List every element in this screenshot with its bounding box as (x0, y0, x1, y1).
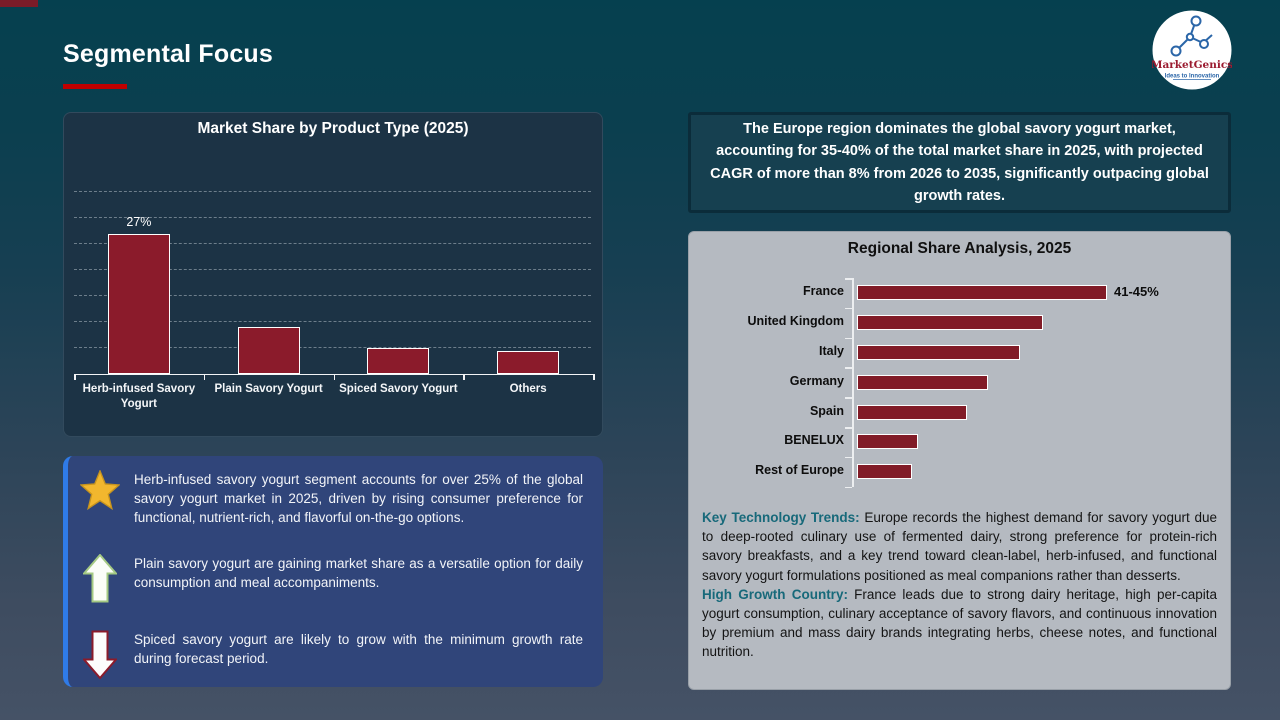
logo-tagline-text: Ideas to Innovation (1165, 74, 1220, 80)
product-type-chart-panel: Market Share by Product Type (2025) 27% H… (63, 112, 603, 437)
trends-text-block: Key Technology Trends: Europe records th… (702, 508, 1217, 662)
trend-label: Key Technology Trends: (702, 510, 860, 525)
y-axis-tick (845, 337, 852, 340)
insights-box: Herb-infused savory yogurt segment accou… (63, 456, 603, 687)
star-icon (80, 470, 120, 511)
trend-paragraph: Key Technology Trends: Europe records th… (702, 508, 1217, 585)
bar-France (857, 285, 1107, 301)
logo-graphic: MarketGenics Ideas to Innovation (1151, 10, 1233, 90)
bar-data-label: 41-45% (1114, 284, 1159, 300)
x-axis-label: Plain Savory Yogurt (214, 383, 323, 395)
page-title: Segmental Focus (63, 40, 273, 68)
europe-callout-box: The Europe region dominates the global s… (688, 112, 1231, 213)
y-axis-tick (845, 278, 852, 280)
x-axis-label: Spiced Savory Yogurt (339, 383, 458, 395)
insight-row: Plain savory yogurt are gaining market s… (80, 554, 583, 603)
bar-Germany (857, 374, 988, 390)
x-axis-label: Others (509, 383, 547, 395)
bar-Plain Savory Yogurt (237, 327, 300, 374)
y-axis-tick (845, 367, 852, 369)
x-axis-label: Herb-infused Savory Yogurt (82, 383, 196, 410)
category-label: BENELUX (784, 433, 844, 448)
product-type-chart-plot: 27% Herb-infused Savory Yogurt Plain Savor… (74, 146, 595, 410)
y-axis-line (852, 278, 854, 487)
arrow-up-icon (80, 554, 120, 603)
regional-analysis-panel: Regional Share Analysis, 2025 France 41-4… (688, 231, 1231, 690)
bar-data-label: 27% (126, 214, 152, 229)
europe-callout-text: The Europe region dominates the global s… (710, 121, 1209, 204)
bar-Spain (857, 404, 968, 420)
chart-title: Regional Share Analysis, 2025 (847, 240, 1072, 257)
molecule-icon (1170, 15, 1213, 57)
chart-title: Market Share by Product Type (2025) (197, 120, 469, 137)
gridline (74, 269, 591, 270)
trend-paragraph: High Growth Country: France leads due to… (702, 585, 1217, 662)
bar-United Kingdom (857, 315, 1044, 331)
bar-Rest of Europe (857, 464, 913, 480)
category-label: France (803, 284, 844, 299)
x-axis-tick (333, 374, 335, 380)
bar-Italy (857, 345, 1020, 360)
y-axis-tick (845, 307, 852, 310)
corner-accent-bar (0, 0, 38, 7)
bar-Herb-infused Savory Yogurt (107, 233, 170, 374)
y-axis-tick (845, 427, 852, 429)
y-axis-tick (845, 486, 852, 489)
gridline (74, 191, 591, 192)
trend-body: Europe records the highest demand for sa… (702, 510, 1218, 583)
y-axis-tick (845, 397, 852, 399)
bar-BENELUX (857, 434, 919, 450)
insight-text: Herb-infused savory yogurt segment accou… (134, 472, 583, 525)
category-label: Spain (809, 403, 844, 418)
category-label: Germany (789, 373, 844, 388)
trend-label: High Growth Country: (702, 586, 848, 602)
regional-chart-plot: France 41-45% United Kingdom Italy Germany Sp… (689, 278, 1230, 489)
gridline (74, 347, 591, 348)
category-label: United Kingdom (747, 314, 844, 329)
category-label: Italy (818, 344, 844, 358)
x-axis-tick (74, 374, 76, 380)
y-axis-tick (845, 456, 852, 459)
bar-Others (497, 350, 560, 374)
gridline (74, 243, 591, 244)
trend-body: France leads due to strong dairy heritag… (702, 586, 1218, 660)
x-axis-tick (463, 374, 465, 380)
logo-brand-text: MarketGenics (1152, 59, 1232, 71)
insight-row: Herb-infused savory yogurt segment accou… (80, 470, 583, 527)
category-label: Rest of Europe (755, 463, 844, 478)
insight-text: Plain savory yogurt are gaining market s… (134, 556, 583, 590)
gridline (74, 321, 591, 322)
insight-row: Spiced savory yogurt are likely to grow … (80, 630, 583, 679)
gridline (74, 217, 591, 218)
gridline (74, 295, 591, 296)
insight-text: Spiced savory yogurt are likely to grow … (134, 632, 583, 666)
title-underline (63, 84, 127, 89)
bar-Spiced Savory Yogurt (367, 348, 430, 374)
marketgenics-logo: MarketGenics Ideas to Innovation (1151, 10, 1233, 90)
arrow-down-icon (80, 630, 120, 679)
x-axis-tick (593, 374, 595, 380)
x-axis-tick (203, 374, 206, 380)
